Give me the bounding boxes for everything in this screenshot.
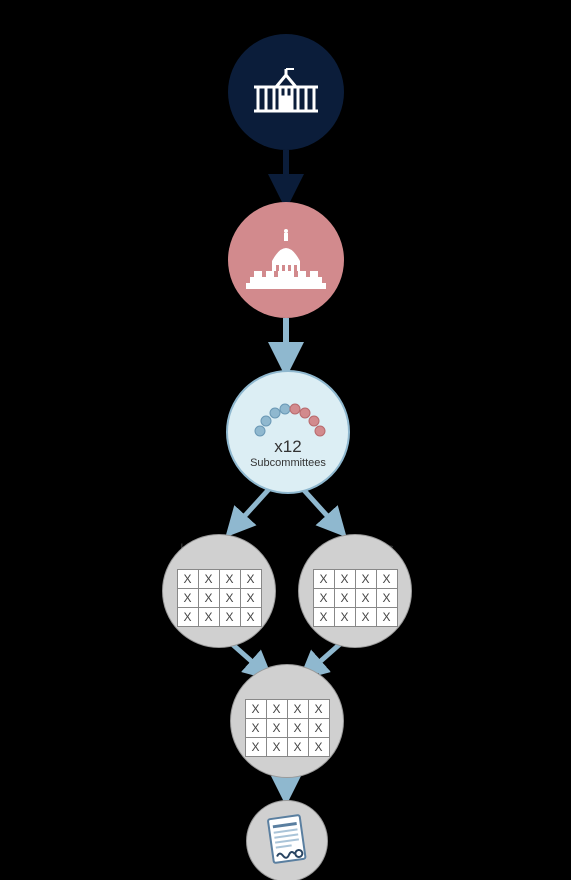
subcommittee-dots-icon [248, 401, 328, 439]
node-subcommittees: x12 Subcommittees [226, 370, 350, 494]
node-whitehouse [228, 34, 344, 150]
node-combined: XXXX XXXX XXXX [230, 664, 344, 778]
diagram-stage: x12 Subcommittees House Bills XXXX XXXX … [0, 0, 571, 880]
signed-document-icon [265, 813, 309, 869]
capitol-icon [244, 227, 328, 293]
subcommittees-label: Subcommittees [250, 457, 326, 469]
senate-bills-grid: XXXX XXXX XXXX [313, 569, 398, 627]
node-senate-bills: XXXX XXXX XXXX [298, 534, 412, 648]
node-house-bills: XXXX XXXX XXXX [162, 534, 276, 648]
whitehouse-icon [250, 67, 322, 117]
subcommittees-x12: x12 [274, 437, 301, 457]
combined-grid: XXXX XXXX XXXX [245, 699, 330, 757]
node-capitol [228, 202, 344, 318]
arrow-subcommittees-to-senate [302, 488, 340, 530]
node-signed-bill [246, 800, 328, 880]
arrow-subcommittees-to-house [232, 488, 270, 530]
grid-cell: X [178, 570, 198, 588]
house-bills-grid: XXXX XXXX XXXX [177, 569, 262, 627]
